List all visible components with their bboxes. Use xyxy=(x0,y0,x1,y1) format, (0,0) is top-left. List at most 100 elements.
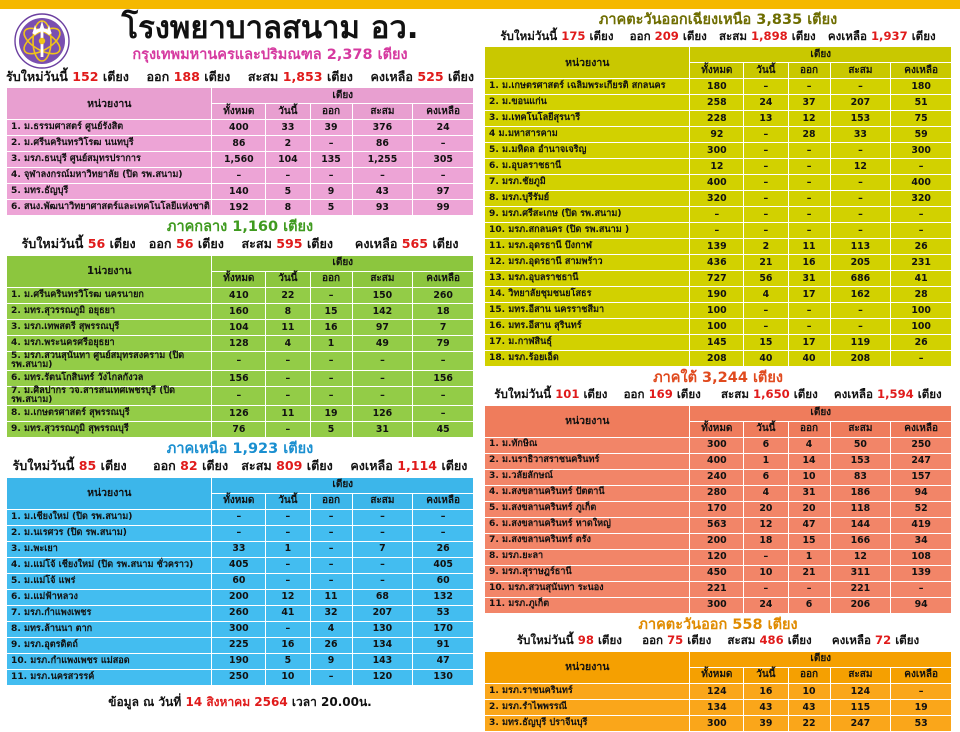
cell-accum: 124 xyxy=(829,682,892,700)
cell-total: – xyxy=(211,524,267,542)
table-body-bkk: 1. ม.ธรรมศาสตร์ ศูนย์รังสิต 400 33 39 376 24 2… xyxy=(5,119,474,217)
col-header-total: ทั้งหมด xyxy=(689,666,745,684)
cell-accum: 221 xyxy=(829,580,892,598)
value-new-today: 85 xyxy=(78,458,97,474)
cell-left: – xyxy=(412,167,474,185)
cell-today: – xyxy=(265,350,311,372)
cell-left: 94 xyxy=(890,484,952,502)
table-north: หน่วยงาน เตียง ทั้งหมด วันนี้ ออก สะสม ค… xyxy=(5,476,474,686)
cell-unit: 2. ม.นราธิวาสราชนครินทร์ xyxy=(483,452,691,470)
cell-total: 400 xyxy=(689,174,745,192)
table-row: 6. สนง.พัฒนาวิทยาศาสตร์และเทคโนโลยีแห่งช… xyxy=(5,199,474,217)
cell-unit: 5. ม.สงขลานครินทร์ ภูเก็ต xyxy=(483,500,691,518)
cell-today: – xyxy=(265,370,311,388)
cell-total: 92 xyxy=(689,126,745,144)
cell-accum: 153 xyxy=(829,452,892,470)
label-bed-4: เตียง xyxy=(441,458,468,474)
cell-unit: 7. มรภ.ชัยภูมิ xyxy=(483,174,691,192)
cell-out: – xyxy=(309,572,353,590)
cell-accum: – xyxy=(351,508,414,526)
cell-left: 157 xyxy=(890,468,952,486)
cell-unit: 9. มรภ.สุราษฎร์ธานี xyxy=(483,564,691,582)
cell-left: 97 xyxy=(412,183,474,201)
col-header-accum: สะสม xyxy=(351,270,414,288)
cell-left: 108 xyxy=(890,548,952,566)
table-row: 3. มรภ.ธนบุรี ศูนย์สมุทรปราการ 1,560 104 13… xyxy=(5,151,474,169)
cell-out: – xyxy=(787,190,831,208)
cell-total: 104 xyxy=(211,318,267,336)
cell-today: 8 xyxy=(265,199,311,217)
col-header-out: ออก xyxy=(309,270,353,288)
cell-unit: 2. ม.นเรศวร (ปิด รพ.สนาม) xyxy=(5,524,213,542)
cell-unit: 6. สนง.พัฒนาวิทยาศาสตร์และเทคโนโลยีแห่งช… xyxy=(5,199,213,217)
table-row: 4. ม.สงขลานครินทร์ ปัตตานี 280 4 31 186 94 xyxy=(483,484,952,502)
cell-accum: – xyxy=(829,206,892,224)
cell-unit: 13. มรภ.อุบลราชธานี xyxy=(483,270,691,288)
col-header-total: ทั้งหมด xyxy=(211,103,267,121)
cell-out: – xyxy=(309,668,353,686)
cell-total: – xyxy=(689,222,745,240)
cell-left: 156 xyxy=(412,370,474,388)
value-accum: 486 xyxy=(759,633,784,648)
cell-left: 139 xyxy=(890,564,952,582)
cell-total: – xyxy=(689,206,745,224)
cell-unit: 1. ม.ทักษิณ xyxy=(483,436,691,454)
region-title-northeast: ภาคตะวันออกเฉียงเหนือ 3,835 เตียง xyxy=(598,12,838,28)
cell-today: 5 xyxy=(265,652,311,670)
cell-total: 145 xyxy=(689,334,745,352)
cell-out: 6 xyxy=(787,596,831,614)
cell-left: – xyxy=(412,524,474,542)
cell-out: 135 xyxy=(309,151,353,169)
cell-accum: – xyxy=(829,302,892,320)
cell-left: – xyxy=(890,158,952,176)
cell-left: 59 xyxy=(890,126,952,144)
cell-accum: 126 xyxy=(351,405,414,423)
cell-left: 28 xyxy=(890,286,952,304)
cell-out: – xyxy=(309,370,353,388)
label-bed-1: เตียง xyxy=(597,633,622,648)
label-left: คงเหลือ xyxy=(831,633,871,648)
col-header-today: วันนี้ xyxy=(743,666,789,684)
label-bed-3: เตียง xyxy=(791,28,816,43)
cell-total: 300 xyxy=(689,714,745,732)
table-row: 1. ม.ศรีนครินทรวิโรฒ นครนายก 410 22–150 260 xyxy=(5,286,474,304)
cell-total: 160 xyxy=(211,302,267,320)
table-row: 3. มรภ.เทพสตรี สุพรรณบุรี 104 11 16 97 7 xyxy=(5,318,474,336)
cell-left: 132 xyxy=(412,588,474,606)
cell-total: 727 xyxy=(689,270,745,288)
cell-today: – xyxy=(743,78,789,96)
table-row: 8. มรภ.บุรีรัมย์ 320– – –320 xyxy=(483,190,952,208)
label-out: ออก xyxy=(642,633,664,648)
label-accum: สะสม xyxy=(241,236,272,252)
table-south: หน่วยงาน เตียง ทั้งหมด วันนี้ ออก สะสม ค… xyxy=(483,404,952,614)
cell-today: 18 xyxy=(743,532,789,550)
cell-out: 15 xyxy=(787,532,831,550)
cell-accum: 311 xyxy=(829,564,892,582)
cell-out: 26 xyxy=(309,636,353,654)
table-body-north: 1. ม.เชียงใหม่ (ปิด รพ.สนาม) – – – – –2. ม.นเ… xyxy=(5,508,474,686)
cell-today: – xyxy=(265,524,311,542)
cell-out: 32 xyxy=(309,604,353,622)
cell-total: 300 xyxy=(689,436,745,454)
cell-left: 51 xyxy=(890,94,952,112)
cell-today: 8 xyxy=(265,302,311,320)
cell-unit: 17. ม.กาฬสินธุ์ xyxy=(483,334,691,352)
cell-total: 225 xyxy=(211,636,267,654)
cell-today: 12 xyxy=(265,588,311,606)
table-row: 2. ม.ขอนแก่น 258 24 37 207 51 xyxy=(483,94,952,112)
cell-today: 104 xyxy=(265,151,311,169)
cell-out: 20 xyxy=(787,500,831,518)
cell-out: 10 xyxy=(787,682,831,700)
cell-left: 53 xyxy=(412,604,474,622)
label-bed-2: เตียง xyxy=(682,28,707,43)
value-new-today: 152 xyxy=(72,69,99,84)
value-out: 169 xyxy=(648,387,673,402)
table-row: 1. ม.เชียงใหม่ (ปิด รพ.สนาม) – – – – – xyxy=(5,508,474,526)
col-header-group-bed: เตียง xyxy=(689,46,952,64)
cell-accum: 686 xyxy=(829,270,892,288)
col-header-total: ทั้งหมด xyxy=(211,492,267,510)
cell-accum: 120 xyxy=(351,668,414,686)
col-header-left: คงเหลือ xyxy=(412,492,474,510)
cell-out: – xyxy=(309,540,353,558)
cell-out: 9 xyxy=(309,652,353,670)
